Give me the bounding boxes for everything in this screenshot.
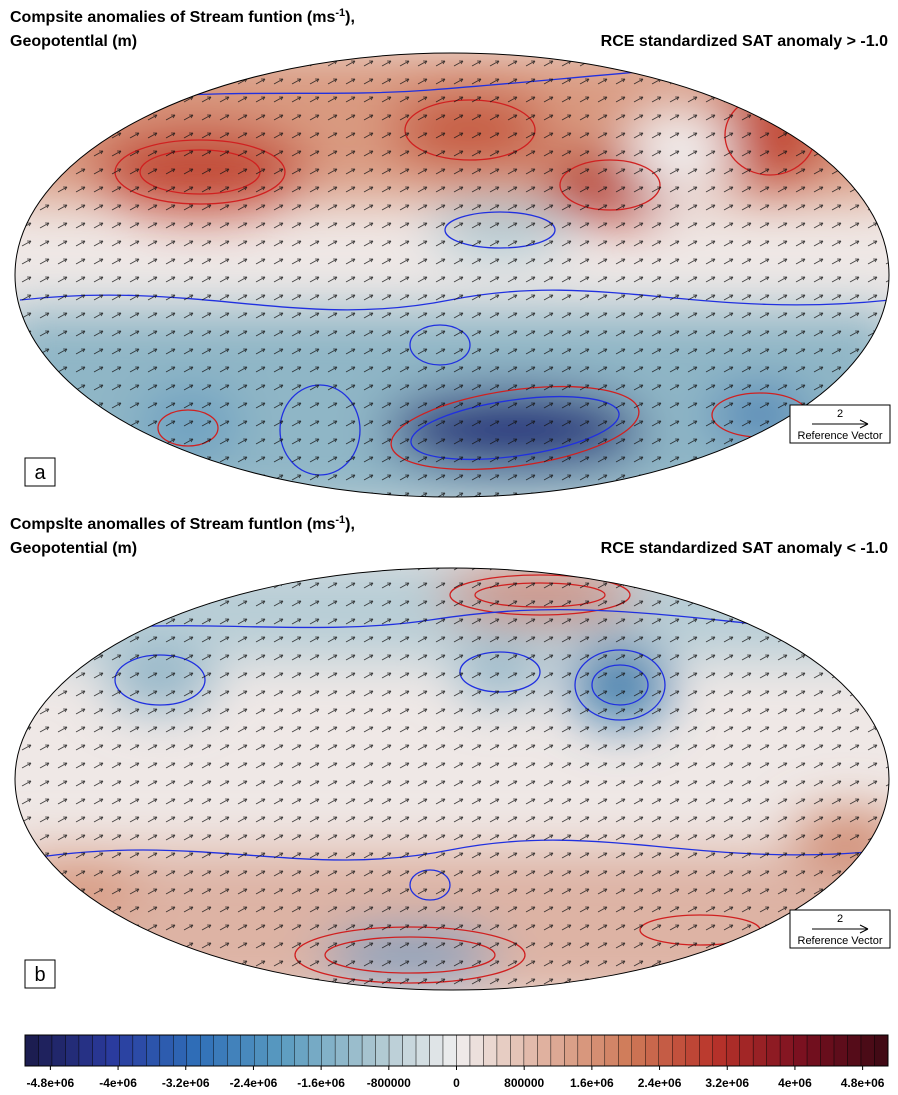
colorbar-box — [740, 1035, 753, 1066]
colorbar-box — [564, 1035, 577, 1066]
colorbar-tick-label: 1.6e+06 — [570, 1076, 614, 1090]
colorbar-box — [25, 1035, 38, 1066]
colorbar-tick-label: -4.8e+06 — [27, 1076, 75, 1090]
colorbar-box — [146, 1035, 159, 1066]
colorbar-box — [767, 1035, 780, 1066]
colorbar-box — [713, 1035, 726, 1066]
colorbar-box — [551, 1035, 564, 1066]
colorbar-box — [119, 1035, 132, 1066]
panel-label: b — [34, 964, 45, 986]
colorbar-box — [834, 1035, 847, 1066]
colorbar-box — [848, 1035, 861, 1066]
panel-subtitle: Geopotentlal (m) — [10, 33, 137, 50]
colorbar-box — [308, 1035, 321, 1066]
colorbar-box — [497, 1035, 510, 1066]
colorbar-box — [483, 1035, 496, 1066]
colorbar-tick-label: -2.4e+06 — [230, 1076, 278, 1090]
colorbar-box — [578, 1035, 591, 1066]
panel-right-title: RCE standardized SAT anomaly < -1.0 — [601, 540, 888, 557]
colorbar-box — [591, 1035, 604, 1066]
colorbar-box — [430, 1035, 443, 1066]
colorbar-box — [187, 1035, 200, 1066]
colorbar-tick-label: 2.4e+06 — [638, 1076, 682, 1090]
colorbar-box — [92, 1035, 105, 1066]
colorbar-box — [780, 1035, 793, 1066]
colorbar-box — [200, 1035, 213, 1066]
colorbar-box — [268, 1035, 281, 1066]
colorbar-box — [52, 1035, 65, 1066]
colorbar-box — [443, 1035, 456, 1066]
panel-label: a — [34, 462, 46, 484]
colorbar-box — [416, 1035, 429, 1066]
colorbar-tick-label: -1.6e+06 — [297, 1076, 345, 1090]
colorbar-tick-label: 800000 — [504, 1076, 544, 1090]
colorbar-box — [173, 1035, 186, 1066]
colorbar-box — [537, 1035, 550, 1066]
panel-title: Compslte anomalles of Stream funtlon (ms… — [10, 514, 355, 533]
colorbar-box — [605, 1035, 618, 1066]
colorbar-box — [322, 1035, 335, 1066]
colorbar-box — [227, 1035, 240, 1066]
colorbar-box — [254, 1035, 267, 1066]
panel-right-title: RCE standardized SAT anomaly > -1.0 — [601, 33, 888, 50]
colorbar-box — [645, 1035, 658, 1066]
colorbar-box — [821, 1035, 834, 1066]
reference-label: Reference Vector — [798, 430, 883, 442]
colorbar-tick-label: -3.2e+06 — [162, 1076, 210, 1090]
colorbar-tick-label: 0 — [453, 1076, 460, 1090]
colorbar-box — [403, 1035, 416, 1066]
colorbar-box — [672, 1035, 685, 1066]
colorbar-tick-label: -4e+06 — [99, 1076, 137, 1090]
reference-magnitude: 2 — [837, 408, 843, 420]
colorbar-box — [362, 1035, 375, 1066]
colorbar-box — [875, 1035, 888, 1066]
colorbar-box — [632, 1035, 645, 1066]
colorbar-box — [79, 1035, 92, 1066]
colorbar-box — [753, 1035, 766, 1066]
colorbar-box — [699, 1035, 712, 1066]
colorbar-box — [470, 1035, 483, 1066]
colorbar-box — [686, 1035, 699, 1066]
colorbar-box — [349, 1035, 362, 1066]
colorbar-box — [807, 1035, 820, 1066]
colorbar-box — [510, 1035, 523, 1066]
colorbar-tick-label: 3.2e+06 — [705, 1076, 749, 1090]
reference-label: Reference Vector — [798, 935, 883, 947]
colorbar-tick-label: -800000 — [367, 1076, 411, 1090]
colorbar-box — [295, 1035, 308, 1066]
colorbar-tick-label: 4e+06 — [778, 1076, 812, 1090]
panel-title: Compsite anomalies of Stream funtion (ms… — [10, 7, 355, 26]
map-b — [0, 560, 898, 1000]
colorbar-box — [335, 1035, 348, 1066]
colorbar-box — [861, 1035, 874, 1066]
colorbar-box — [618, 1035, 631, 1066]
colorbar-box — [160, 1035, 173, 1066]
colorbar-box — [457, 1035, 470, 1066]
colorbar-box — [376, 1035, 389, 1066]
colorbar-box — [281, 1035, 294, 1066]
panel-subtitle: Geopotential (m) — [10, 540, 137, 557]
colorbar-box — [794, 1035, 807, 1066]
colorbar-tick-label: 4.8e+06 — [841, 1076, 885, 1090]
colorbar-box — [133, 1035, 146, 1066]
colorbar-box — [524, 1035, 537, 1066]
colorbar-box — [726, 1035, 739, 1066]
colorbar-box — [65, 1035, 78, 1066]
colorbar: -4.8e+06 -4e+06 -3.2e+06 -2.4e+06 -1.6e+06 -8… — [25, 1035, 888, 1090]
reference-magnitude: 2 — [837, 913, 843, 925]
colorbar-box — [389, 1035, 402, 1066]
colorbar-box — [241, 1035, 254, 1066]
colorbar-box — [106, 1035, 119, 1066]
colorbar-box — [214, 1035, 227, 1066]
colorbar-box — [38, 1035, 51, 1066]
colorbar-box — [659, 1035, 672, 1066]
figure: Compsite anomalies of Stream funtion (ms… — [0, 0, 898, 1095]
